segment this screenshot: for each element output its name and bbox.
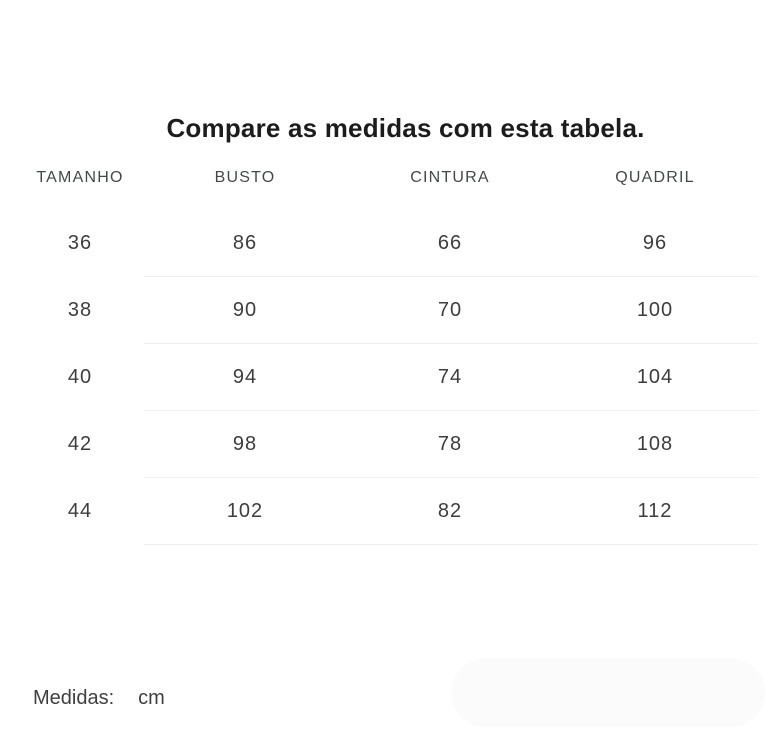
hip-cell: 104 [636,365,674,388]
waist-cell: 70 [437,298,463,321]
bust-cell: 86 [232,231,258,254]
size-cell: 40 [67,365,93,388]
column-header-waist: CINTURA [410,169,490,186]
size-cell: 44 [67,499,93,522]
size-cell: 38 [67,298,93,321]
measurements-unit-note: Medidas: cm [33,686,165,710]
size-table: TAMANHO BUSTO CINTURA QUADRIL 36 86 66 9… [0,168,765,545]
bust-cell: 90 [232,298,258,321]
measurements-label: Medidas: [33,687,115,709]
row-divider [144,477,758,478]
column-header-size: TAMANHO [36,169,124,186]
unit-value: cm [138,687,165,709]
row-divider [144,343,758,344]
waist-cell: 78 [437,432,463,455]
table-row: 40 94 74 104 [0,344,765,410]
bust-cell: 94 [232,365,258,388]
decorative-pill [451,658,765,727]
size-cell: 42 [67,432,93,455]
row-divider [144,410,758,411]
hip-cell: 100 [636,298,674,321]
table-row: 36 86 66 96 [0,210,765,276]
row-divider [144,276,758,277]
waist-cell: 82 [437,499,463,522]
waist-cell: 66 [437,231,463,254]
hip-cell: 108 [636,432,674,455]
bust-cell: 98 [232,432,258,455]
table-row: 44 102 82 112 [0,478,765,544]
table-row: 42 98 78 108 [0,411,765,477]
waist-cell: 74 [437,365,463,388]
column-header-bust: BUSTO [214,169,276,186]
bust-cell: 102 [226,499,264,522]
table-header-row: TAMANHO BUSTO CINTURA QUADRIL [0,168,765,188]
page-title: Compare as medidas com esta tabela. [166,113,645,143]
column-header-hip: QUADRIL [615,169,695,186]
hip-cell: 112 [637,499,673,522]
size-cell: 36 [67,231,93,254]
row-divider [144,544,758,545]
table-row: 38 90 70 100 [0,277,765,343]
hip-cell: 96 [642,231,668,254]
table-body: 36 86 66 96 38 90 70 100 40 94 74 104 [0,210,765,545]
